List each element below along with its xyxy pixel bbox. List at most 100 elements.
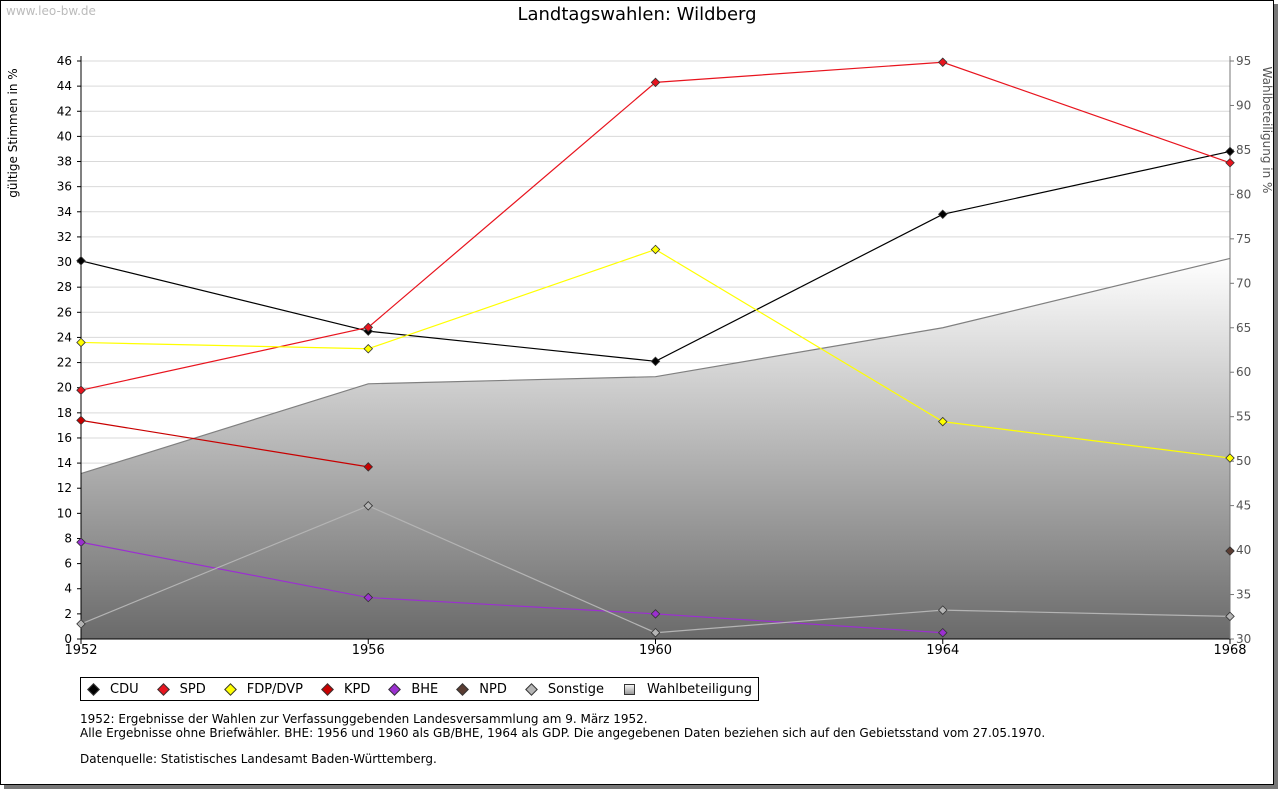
legend-item: Wahlbeteiligung bbox=[624, 682, 752, 697]
y-tick-label: 6 bbox=[64, 557, 72, 571]
data-point-sonstige bbox=[76, 619, 86, 629]
data-point-spd bbox=[650, 77, 661, 88]
data-point-spd bbox=[1225, 158, 1235, 168]
legend-label: KPD bbox=[343, 681, 371, 697]
legend-label: BHE bbox=[411, 681, 439, 697]
y-tick-label: 24 bbox=[57, 330, 72, 344]
data-point-cdu bbox=[1225, 146, 1235, 157]
y-tick-label: 28 bbox=[57, 280, 72, 294]
y-tick-label: 42 bbox=[57, 104, 72, 118]
data-point-fdp-dvp bbox=[363, 343, 374, 354]
y2-tick-label: 95 bbox=[1236, 54, 1251, 68]
y-tick-label: 0 bbox=[64, 632, 72, 646]
data-point-sonstige bbox=[937, 605, 948, 615]
notes: 1952: Ergebnisse der Wahlen zur Verfassu… bbox=[80, 712, 1045, 766]
data-point-bhe bbox=[650, 609, 661, 619]
legend-area-icon bbox=[624, 683, 636, 695]
legend-label: SPD bbox=[179, 681, 206, 697]
y-tick-label: 34 bbox=[57, 205, 72, 219]
data-point-sonstige bbox=[650, 627, 661, 638]
data-point-spd bbox=[363, 322, 374, 333]
data-point-fdp-dvp bbox=[76, 337, 86, 348]
legend-marker-icon bbox=[456, 682, 470, 696]
y2-axis-label: Wahlbeteiligung in % bbox=[1260, 67, 1274, 194]
y2-tick-label: 90 bbox=[1236, 98, 1251, 112]
y-tick-label: 20 bbox=[57, 381, 72, 395]
legend-marker-icon bbox=[524, 682, 538, 696]
y2-tick-label: 75 bbox=[1236, 232, 1251, 246]
note-line-1: 1952: Ergebnisse der Wahlen zur Verfassu… bbox=[80, 712, 648, 726]
data-point-cdu bbox=[937, 209, 948, 220]
legend-item: KPD bbox=[321, 681, 371, 697]
y2-tick-label: 50 bbox=[1236, 454, 1251, 468]
data-point-spd bbox=[76, 385, 86, 395]
legend-label: CDU bbox=[110, 681, 139, 697]
data-point-kpd bbox=[363, 462, 374, 472]
data-point-fdp-dvp bbox=[650, 244, 661, 255]
legend-marker-icon bbox=[87, 682, 100, 696]
data-point-fdp-dvp bbox=[937, 416, 948, 427]
y-tick-label: 12 bbox=[57, 481, 72, 495]
data-point-bhe bbox=[363, 592, 374, 603]
legend-item: NPD bbox=[456, 681, 507, 697]
legend-item: SPD bbox=[156, 681, 206, 697]
legend-item: CDU bbox=[87, 681, 139, 697]
series-line-bhe bbox=[80, 541, 943, 634]
data-point-cdu bbox=[650, 356, 661, 367]
y-tick-label: 26 bbox=[57, 305, 72, 319]
y-tick-label: 10 bbox=[57, 506, 72, 520]
turnout-area-fill bbox=[81, 258, 1230, 639]
y-axis-label: gültige Stimmen in % bbox=[6, 68, 20, 197]
x-tick-label: 1956 bbox=[352, 643, 385, 658]
turnout-area-line bbox=[80, 257, 1231, 475]
y-tick-label: 4 bbox=[64, 582, 72, 596]
y-tick-label: 8 bbox=[64, 531, 72, 545]
legend-marker-icon bbox=[388, 682, 402, 696]
y2-tick-label: 45 bbox=[1236, 499, 1251, 513]
data-source: Datenquelle: Statistisches Landesamt Bad… bbox=[80, 752, 437, 766]
turnout-area bbox=[80, 257, 1231, 639]
data-point-spd bbox=[937, 57, 948, 68]
y2-tick-label: 40 bbox=[1236, 543, 1251, 557]
legend: CDU SPD FDP/DVP KPD BHE NPD Sonstige Wahlbeteil… bbox=[80, 677, 760, 701]
data-point-cdu bbox=[76, 256, 86, 266]
legend-label: Wahlbeteiligung bbox=[647, 681, 753, 697]
y2-tick-label: 80 bbox=[1236, 187, 1251, 201]
y-tick-label: 18 bbox=[57, 406, 72, 420]
y-tick-label: 44 bbox=[57, 79, 72, 93]
x-tick-label: 1964 bbox=[926, 643, 959, 658]
y2-tick-label: 60 bbox=[1236, 365, 1251, 379]
x-tick-label: 1952 bbox=[64, 643, 97, 658]
series-lines bbox=[76, 57, 1235, 638]
y-tick-label: 16 bbox=[57, 431, 72, 445]
legend-label: NPD bbox=[479, 681, 507, 697]
legend-marker-icon bbox=[223, 682, 237, 696]
y-tick-label: 2 bbox=[64, 607, 72, 621]
y-tick-label: 36 bbox=[57, 180, 72, 194]
data-point-kpd bbox=[76, 415, 86, 426]
y-tick-label: 40 bbox=[57, 129, 72, 143]
series-line-kpd bbox=[80, 419, 369, 468]
legend-item: Sonstige bbox=[524, 681, 605, 697]
legend-item: FDP/DVP bbox=[223, 681, 303, 697]
y-tick-label: 38 bbox=[57, 155, 72, 169]
x-tick-label: 1968 bbox=[1213, 643, 1246, 658]
legend-item: BHE bbox=[388, 681, 439, 697]
legend-label: Sonstige bbox=[547, 681, 605, 697]
axes: 0246810121416182022242628303234363840424… bbox=[57, 54, 1252, 658]
y2-tick-label: 35 bbox=[1236, 588, 1251, 602]
watermark: www.leo-bw.de bbox=[6, 4, 96, 18]
y-tick-label: 46 bbox=[57, 54, 72, 68]
y2-tick-label: 70 bbox=[1236, 276, 1251, 290]
y-tick-label: 30 bbox=[57, 255, 72, 269]
y2-tick-label: 65 bbox=[1236, 321, 1251, 335]
data-point-bhe bbox=[76, 537, 86, 548]
y2-tick-label: 55 bbox=[1236, 410, 1251, 424]
legend-label: FDP/DVP bbox=[246, 681, 303, 697]
y2-tick-label: 85 bbox=[1236, 143, 1251, 157]
legend-marker-icon bbox=[156, 682, 170, 696]
y-tick-label: 22 bbox=[57, 356, 72, 370]
x-tick-label: 1960 bbox=[639, 643, 672, 658]
data-point-fdp-dvp bbox=[1225, 453, 1235, 463]
